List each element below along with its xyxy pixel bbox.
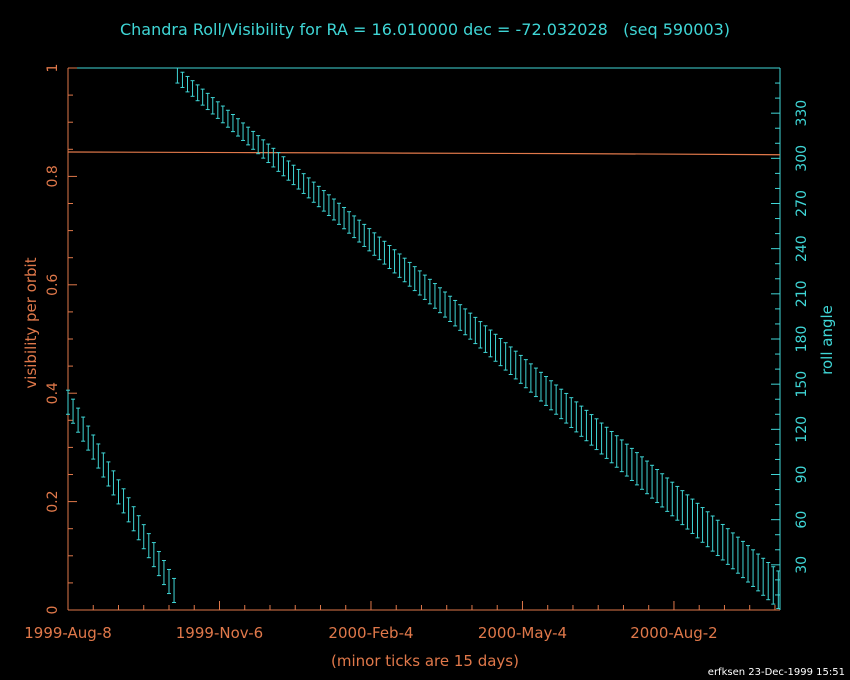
right-tick-label: 30	[794, 556, 810, 574]
plot-layer: 1999-Aug-8 1999-Nov-6 2000-Feb-4 2000-May-4…	[24, 64, 810, 642]
visibility-line	[67, 151, 781, 156]
right-tick-label: 90	[794, 466, 810, 484]
x-tick-label: 1999-Aug-8	[24, 624, 112, 642]
x-tick-label: 2000-Aug-2	[630, 624, 718, 642]
right-tick-label: 210	[794, 280, 810, 307]
right-tick-label: 330	[794, 100, 810, 127]
left-tick-label: 0.4	[45, 382, 61, 404]
chart-title: Chandra Roll/Visibility for RA = 16.0100…	[120, 20, 730, 39]
x-tick-label: 2000-May-4	[478, 624, 567, 642]
left-tick-label: 1	[45, 64, 61, 73]
right-tick-label: 180	[794, 326, 810, 353]
right-tick-label: 60	[794, 511, 810, 529]
x-tick-label: 2000-Feb-4	[328, 624, 413, 642]
right-tick-label: 300	[794, 145, 810, 172]
left-tick-label: 0	[45, 606, 61, 615]
right-tick-label: 240	[794, 235, 810, 262]
left-tick-label: 0.2	[45, 490, 61, 512]
right-tick-label: 270	[794, 190, 810, 217]
left-tick-label: 0.8	[45, 165, 61, 187]
right-axis-label: roll angle	[818, 305, 836, 375]
right-tick-label: 120	[794, 416, 810, 443]
left-axis-label: visibility per orbit	[22, 257, 40, 388]
footer-timestamp: erfksen 23-Dec-1999 15:51	[708, 667, 845, 678]
x-tick-label: 1999-Nov-6	[176, 624, 263, 642]
x-axis-label: (minor ticks are 15 days)	[331, 652, 519, 670]
left-tick-label: 0.6	[45, 274, 61, 296]
right-tick-label: 150	[794, 371, 810, 398]
